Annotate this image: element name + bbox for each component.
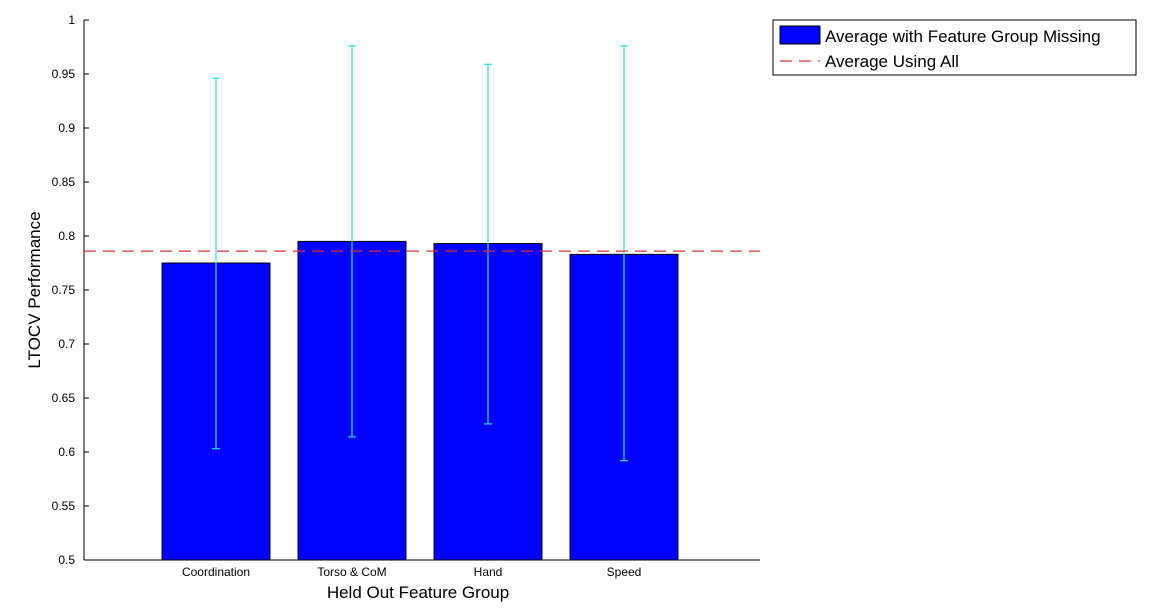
y-tick-label: 1 [68, 13, 75, 27]
x-tick-label: Torso & CoM [317, 565, 386, 579]
legend-label-bar: Average with Feature Group Missing [825, 27, 1101, 46]
error-bars [212, 45, 628, 462]
y-tick-label: 0.75 [52, 283, 76, 297]
y-axis-title: LTOCV Performance [25, 211, 44, 368]
legend-label-line: Average Using All [825, 52, 959, 71]
y-tick-label: 0.9 [58, 121, 75, 135]
legend: Average with Feature Group Missing Avera… [772, 19, 1137, 76]
legend-swatch-bar [779, 25, 821, 45]
legend-box [772, 19, 1137, 76]
y-tick-label: 0.65 [52, 391, 76, 405]
y-tick-label: 0.8 [58, 229, 75, 243]
x-axis-title: Held Out Feature Group [327, 583, 509, 602]
y-tick-label: 0.7 [58, 337, 75, 351]
y-tick-label: 0.95 [52, 67, 76, 81]
x-tick-label: Hand [474, 565, 503, 579]
y-tick-label: 0.5 [58, 553, 75, 567]
x-tick-label: Coordination [182, 565, 250, 579]
bars [161, 240, 679, 561]
y-tick-label: 0.85 [52, 175, 76, 189]
y-tick-label: 0.6 [58, 445, 75, 459]
x-tick-label: Speed [607, 565, 642, 579]
y-tick-label: 0.55 [52, 499, 76, 513]
y-axis: 0.5 0.55 0.6 0.65 0.7 0.75 0.8 0.85 0.9 0.95 1 [52, 13, 89, 567]
